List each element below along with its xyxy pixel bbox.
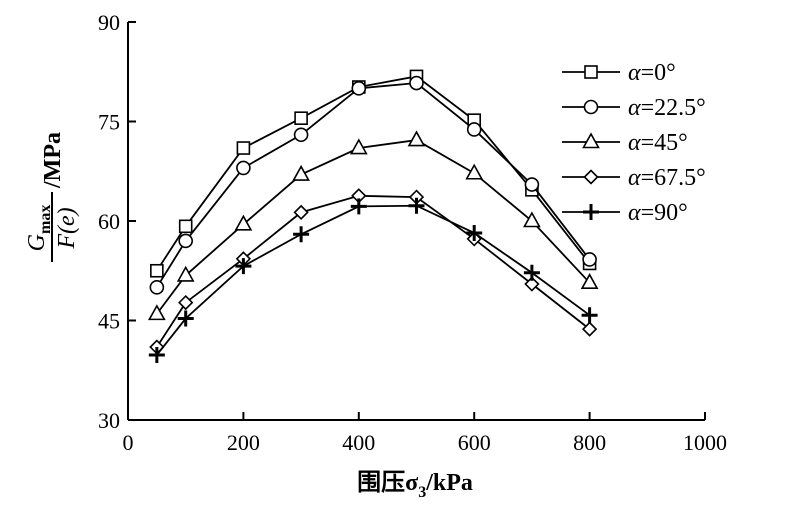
series-circle	[149, 75, 597, 295]
y-axis-numerator: Gmax	[24, 205, 54, 252]
x-tick-label: 1000	[683, 430, 727, 455]
legend-symbol: α	[628, 60, 641, 86]
x-tick-label: 0	[123, 430, 134, 455]
legend-item: α=90°	[562, 200, 688, 226]
y-tick-label: 75	[98, 110, 120, 135]
legend-value: =45°	[641, 130, 688, 156]
y-axis-numerator-main: G	[24, 234, 50, 251]
data-point-square	[584, 65, 598, 79]
data-point-triangle	[292, 164, 310, 181]
legend-value: =0°	[641, 60, 676, 86]
data-point-circle	[466, 122, 482, 137]
data-point-square	[294, 111, 308, 125]
data-point-square	[150, 263, 164, 278]
legend: α=0°α=22.5°α=45°α=67.5°α=90°	[562, 60, 706, 226]
x-axis-title-sub: 3	[418, 484, 426, 501]
series-plus	[148, 197, 598, 363]
legend-value: =22.5°	[641, 95, 706, 121]
y-axis-title: Gmax F(e) /MPa	[24, 132, 80, 262]
x-axis-title-main: 围压σ	[357, 469, 418, 496]
series-triangle	[147, 130, 599, 321]
legend-item: α=0°	[562, 60, 676, 86]
legend-label: α=90°	[628, 200, 688, 226]
data-point-circle	[351, 81, 367, 96]
y-axis-unit: /MPa	[40, 132, 66, 189]
data-point-diamond	[524, 276, 540, 292]
series-diamond	[149, 188, 598, 355]
legend-label: α=22.5°	[628, 95, 706, 121]
axes: 0 200 400 600 800 1000 30 45 60 75 90	[98, 10, 727, 455]
data-point-triangle	[176, 265, 195, 282]
data-point-plus	[581, 307, 598, 324]
legend-label: α=67.5°	[628, 165, 706, 191]
data-point-triangle	[523, 211, 541, 228]
data-point-diamond	[293, 204, 309, 221]
legend-value: =90°	[641, 200, 688, 226]
legend-symbol: α	[628, 130, 641, 156]
series-line	[156, 204, 591, 356]
legend-item: α=22.5°	[562, 95, 706, 121]
data-point-square	[178, 219, 193, 234]
data-point-circle	[582, 252, 597, 267]
x-tick-label: 600	[458, 430, 491, 455]
legend-label: α=0°	[628, 60, 676, 86]
x-tick-label: 200	[227, 430, 260, 455]
data-point-plus	[177, 310, 194, 327]
x-axis-title-unit: /kPa	[425, 470, 473, 496]
x-tick-label: 800	[573, 430, 606, 455]
y-tick-label: 45	[98, 309, 120, 334]
legend-item: α=67.5°	[562, 165, 706, 191]
data-point-plus	[583, 204, 599, 220]
data-point-plus	[408, 197, 425, 214]
legend-symbol: α	[628, 165, 641, 191]
data-point-diamond	[583, 169, 599, 185]
legend-item: α=45°	[562, 130, 688, 156]
data-point-plus	[466, 224, 483, 241]
data-point-plus	[235, 258, 252, 275]
legend-symbol: α	[628, 95, 641, 121]
series-line	[156, 75, 591, 272]
data-point-triangle	[147, 304, 166, 321]
data-point-circle	[583, 99, 599, 115]
x-axis-title: 围压σ3/kPa	[357, 469, 473, 501]
data-point-circle	[149, 280, 165, 295]
data-point-circle	[409, 75, 424, 91]
y-tick-label: 30	[98, 408, 120, 433]
legend-value: =67.5°	[641, 165, 706, 191]
data-point-plus	[148, 346, 165, 363]
data-point-triangle	[580, 273, 599, 289]
data-point-triangle	[349, 138, 368, 155]
data-point-triangle	[234, 214, 253, 231]
data-point-diamond	[178, 294, 194, 311]
legend-symbol: α	[628, 200, 641, 226]
data-point-square	[236, 141, 251, 155]
data-point-triangle	[465, 163, 484, 180]
data-point-triangle	[407, 130, 426, 147]
data-point-triangle	[582, 132, 600, 149]
data-point-circle	[524, 177, 540, 192]
series-layer	[147, 69, 599, 363]
data-point-circle	[236, 160, 251, 176]
data-point-plus	[523, 264, 540, 281]
y-axis-denominator: F(e)	[54, 207, 80, 249]
data-point-circle	[293, 127, 309, 143]
data-point-plus	[350, 198, 367, 215]
legend-label: α=45°	[628, 130, 688, 156]
data-point-plus	[293, 226, 310, 243]
y-tick-label: 60	[98, 209, 120, 234]
y-tick-label: 90	[98, 10, 120, 35]
x-tick-label: 400	[342, 430, 375, 455]
data-point-diamond	[581, 321, 598, 337]
series-square	[150, 69, 597, 278]
y-axis-numerator-sub: max	[37, 205, 54, 234]
data-point-circle	[178, 233, 193, 249]
